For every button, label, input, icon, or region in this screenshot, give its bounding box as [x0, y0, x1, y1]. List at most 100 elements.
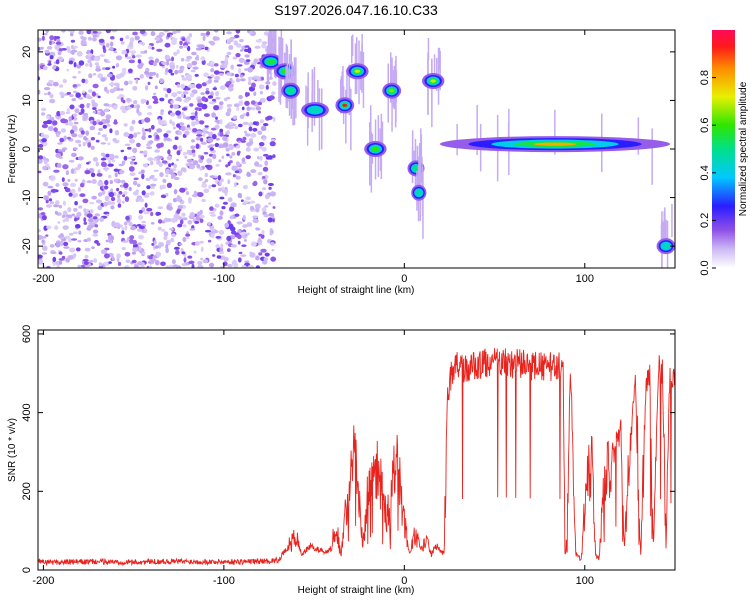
noise-blob: [226, 130, 230, 135]
noise-blob: [120, 105, 125, 110]
noise-blob: [185, 233, 191, 237]
noise-blob: [76, 51, 83, 57]
noise-blob: [92, 120, 97, 126]
noise-blob: [158, 162, 163, 168]
snr-y-axis-label: SNR (10 * v/v): [7, 418, 18, 482]
noise-blob: [247, 67, 254, 73]
spectral-peak: [416, 191, 421, 195]
noise-blob: [175, 64, 179, 69]
noise-blob: [107, 200, 112, 206]
noise-blob: [164, 54, 170, 60]
noise-blob: [162, 87, 168, 91]
noise-blob: [100, 142, 107, 145]
noise-blob: [57, 163, 62, 168]
noise-blob: [160, 261, 166, 267]
noise-blob: [247, 264, 254, 268]
noise-blob: [47, 63, 52, 66]
noise-blob: [163, 235, 168, 241]
noise-blob: [89, 209, 94, 214]
noise-blob: [212, 98, 216, 102]
noise-blob: [62, 164, 69, 170]
noise-blob: [74, 217, 78, 222]
noise-blob: [240, 254, 247, 257]
noise-blob: [188, 260, 195, 265]
noise-blob: [131, 119, 136, 125]
noise-blob: [38, 159, 43, 164]
noise-blob: [78, 230, 82, 235]
noise-blob: [42, 245, 48, 251]
noise-blob: [136, 131, 141, 135]
noise-blob: [157, 226, 162, 231]
noise-blob: [172, 30, 177, 35]
noise-blob: [136, 224, 142, 227]
noise-blob: [121, 230, 125, 235]
noise-blob: [186, 36, 191, 42]
noise-blob: [50, 117, 55, 121]
noise-blob: [258, 84, 265, 90]
spectrogram-x-axis-label: Height of straight line (km): [298, 285, 415, 296]
noise-blob: [96, 173, 103, 177]
noise-blob: [103, 58, 108, 63]
noise-blob: [215, 96, 221, 100]
noise-blob: [165, 67, 169, 73]
noise-blob: [65, 122, 69, 126]
y-tick-label: 0: [21, 567, 33, 573]
noise-blob: [166, 182, 172, 188]
noise-blob: [164, 137, 171, 141]
smear: [391, 65, 393, 132]
noise-blob: [132, 147, 138, 154]
noise-blob: [70, 39, 76, 43]
noise-blob: [249, 251, 253, 255]
colorbar-tick-label: 0.2: [699, 213, 711, 228]
noise-blob: [147, 112, 153, 116]
noise-blob: [129, 238, 134, 244]
noise-blob: [55, 114, 62, 120]
noise-blob: [82, 114, 89, 120]
noise-blob: [91, 246, 95, 250]
noise-blob: [74, 201, 78, 206]
noise-blob: [86, 103, 90, 109]
noise-blob: [119, 169, 125, 175]
noise-blob: [212, 87, 217, 90]
noise-blob: [72, 113, 78, 117]
noise-blob: [171, 233, 176, 238]
noise-blob: [209, 225, 215, 230]
noise-blob: [38, 207, 43, 211]
noise-blob: [173, 51, 178, 56]
noise-blob: [255, 227, 261, 231]
noise-blob: [51, 40, 55, 45]
noise-blob: [43, 92, 48, 96]
noise-blob: [168, 163, 172, 168]
noise-blob: [124, 265, 130, 268]
noise-blob: [55, 59, 60, 65]
x-tick-label: -200: [32, 575, 54, 587]
noise-blob: [49, 98, 56, 104]
noise-blob: [53, 169, 60, 173]
noise-blob: [251, 107, 256, 111]
noise-blob: [227, 107, 232, 113]
noise-blob: [116, 257, 120, 262]
noise-blob: [241, 59, 246, 63]
noise-blob: [238, 251, 243, 255]
noise-blob: [133, 265, 140, 268]
noise-blob: [195, 143, 200, 149]
noise-blob: [61, 214, 66, 218]
noise-blob: [226, 235, 232, 242]
noise-blob: [137, 261, 144, 266]
noise-blob: [202, 35, 206, 41]
noise-blob: [226, 51, 232, 56]
noise-blob: [101, 134, 107, 138]
noise-blob: [263, 123, 269, 127]
noise-blob: [154, 37, 161, 41]
noise-blob: [207, 95, 214, 99]
noise-blob: [200, 155, 205, 160]
noise-blob: [176, 209, 181, 214]
noise-blob: [92, 216, 98, 220]
noise-blob: [82, 90, 86, 94]
noise-blob: [153, 169, 159, 172]
noise-blob: [88, 260, 95, 263]
noise-blob: [200, 141, 207, 145]
noise-blob: [73, 207, 78, 212]
noise-blob: [165, 174, 169, 178]
noise-blob: [118, 163, 124, 167]
